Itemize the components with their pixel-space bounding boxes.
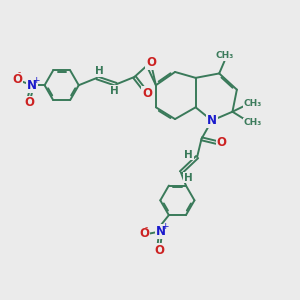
Text: H: H — [184, 173, 193, 183]
Text: N: N — [207, 114, 217, 127]
Text: O: O — [154, 244, 164, 257]
Text: CH₃: CH₃ — [216, 51, 234, 60]
Text: O: O — [142, 87, 152, 100]
Text: O: O — [24, 96, 34, 110]
Text: O: O — [146, 56, 156, 69]
Text: H: H — [110, 86, 119, 96]
Text: H: H — [95, 66, 104, 76]
Text: N: N — [156, 225, 166, 238]
Text: -: - — [145, 223, 148, 232]
Text: +: + — [32, 76, 40, 85]
Text: O: O — [217, 136, 226, 149]
Text: CH₃: CH₃ — [243, 118, 261, 127]
Text: -: - — [18, 68, 21, 77]
Text: H: H — [184, 150, 193, 160]
Text: N: N — [27, 79, 37, 92]
Text: O: O — [140, 226, 149, 240]
Text: +: + — [161, 222, 168, 231]
Text: O: O — [13, 73, 22, 86]
Text: CH₃: CH₃ — [243, 99, 261, 108]
